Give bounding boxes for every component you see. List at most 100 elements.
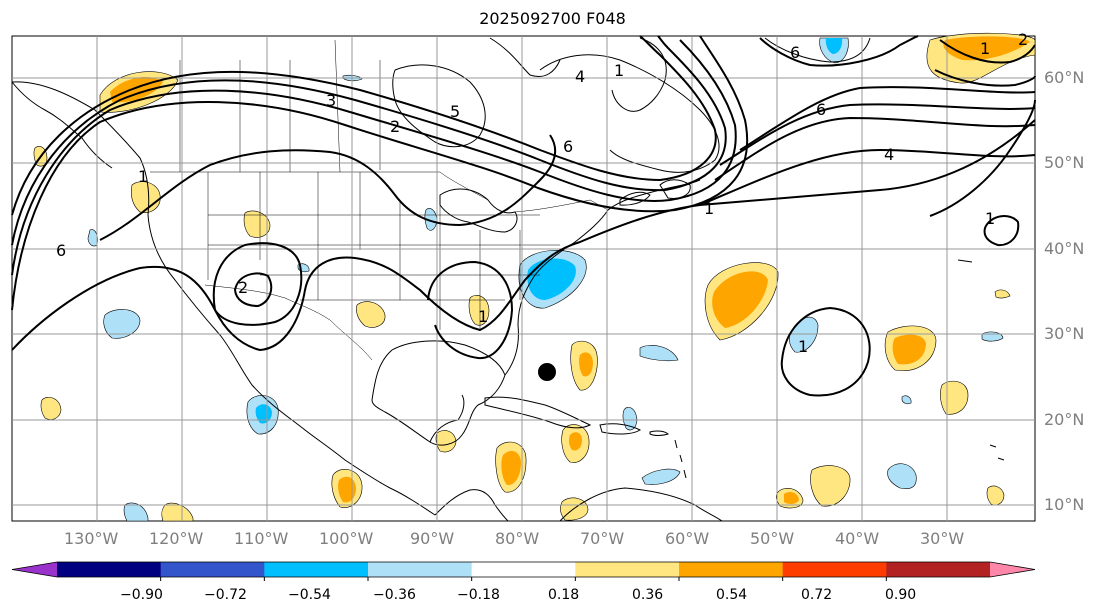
contour-label: 2 (238, 278, 248, 297)
baffin (489, 37, 561, 77)
contour-line (212, 242, 303, 326)
warm-patch (994, 289, 1011, 299)
colorbar-segment (886, 562, 991, 577)
greenland (611, 37, 667, 112)
contour-line (699, 148, 1036, 206)
colorbar-tick: 0.54 (716, 587, 748, 603)
lon-label: 50°W (750, 529, 795, 548)
contour-label: 1 (614, 61, 624, 80)
warm-patch (810, 465, 851, 507)
map-title: 2025092700 F048 (479, 9, 626, 28)
warm-patch (243, 210, 271, 238)
contour-line (11, 39, 737, 276)
contour-label: 5 (450, 102, 460, 121)
warm-core (501, 450, 521, 486)
contour-line (983, 215, 1020, 247)
puerto-rico (649, 430, 669, 436)
contour-label: 4 (575, 67, 585, 86)
warm-patch (986, 485, 1005, 506)
lat-label: 30°N (1044, 324, 1085, 343)
cuba (484, 396, 592, 429)
warm-core (579, 352, 593, 377)
colorbar-tick: −0.72 (204, 587, 247, 603)
colorbar-segment (368, 562, 473, 577)
contour-label: 6 (563, 137, 573, 156)
contour-line (11, 35, 717, 216)
contour-label: 6 (790, 43, 800, 62)
warm-patch (435, 430, 457, 453)
contour-line (11, 35, 727, 246)
contour-label: 1 (138, 167, 148, 186)
lat-label: 50°N (1044, 153, 1085, 172)
graticule (12, 36, 1035, 521)
lon-label: 60°W (665, 529, 710, 548)
cold-patch (639, 345, 679, 362)
hispaniola (599, 423, 642, 435)
colorbar-segment (575, 562, 680, 577)
cold-patch (887, 463, 917, 489)
colorbar-segment (782, 562, 887, 577)
colorbar-outline (11, 561, 1036, 578)
map-panel: 6 1 2 3 4 5 6 1 2 1 1 6 4 1 1 2 6 1 (11, 30, 1036, 522)
cold-patch (123, 502, 149, 522)
colorbar-segment (471, 562, 576, 577)
lat-label: 20°N (1044, 410, 1085, 429)
contour-label: 3 (326, 91, 336, 110)
caribbean-islands (674, 259, 1005, 479)
south-america-north (559, 487, 723, 522)
storm-marker (538, 363, 556, 381)
colorbar-segment (160, 562, 265, 577)
contour-line (233, 272, 273, 308)
colorbar-extend-low (12, 562, 57, 577)
colorbar-segment (264, 562, 369, 577)
warm-core (784, 492, 799, 505)
canada-us-border (150, 171, 609, 213)
cold-patch (622, 407, 638, 431)
lon-label: 30°W (920, 529, 965, 548)
contour-label: 1 (798, 337, 808, 356)
contour-line (739, 86, 1036, 151)
lon-label: 70°W (580, 529, 625, 548)
cold-patch (901, 395, 912, 405)
colorbar-tick: 0.90 (885, 587, 917, 603)
lon-label: 100°W (319, 529, 374, 548)
lon-label: 110°W (234, 529, 289, 548)
hudson-bay (392, 64, 486, 148)
warm-patch (161, 502, 194, 522)
lon-label: 80°W (495, 529, 540, 548)
colorbar-tick: 0.72 (801, 587, 833, 603)
warm-core (712, 271, 768, 328)
contour-line (714, 116, 1036, 181)
cold-core (255, 404, 272, 424)
cold-core (825, 38, 843, 54)
colorbar-tick: −0.90 (120, 587, 163, 603)
shaded-anomalies (33, 32, 1036, 522)
lon-label: 90°W (410, 529, 455, 548)
contour-label: 1 (980, 39, 990, 58)
contour-labels: 6 1 2 3 4 5 6 1 2 1 1 6 4 1 1 2 6 1 (56, 30, 1028, 356)
gulf-coast (371, 340, 506, 446)
contour-line (934, 69, 1036, 87)
colorbar-tick: 0.36 (632, 587, 664, 603)
colorbar-tick: 0.18 (548, 587, 580, 603)
labrador (539, 54, 720, 173)
cold-patch (641, 468, 681, 485)
contour-line (99, 134, 557, 241)
cold-core (527, 258, 576, 300)
colorbar-extend-high (990, 562, 1035, 577)
lon-label: 130°W (64, 529, 119, 548)
canada-provinces (179, 39, 381, 173)
colorbar (11, 561, 1036, 581)
contour-label: 6 (56, 241, 66, 260)
colorbar-segment (679, 562, 784, 577)
contour-label: 1 (985, 209, 995, 228)
warm-patch (356, 301, 386, 328)
warm-patch (468, 295, 490, 326)
contour-line (780, 306, 871, 397)
lat-label: 40°N (1044, 239, 1085, 258)
contour-line (11, 119, 1036, 352)
warm-core (892, 334, 926, 365)
contours (11, 35, 1036, 397)
great-lakes (439, 188, 518, 233)
contour-label: 1 (704, 199, 714, 218)
